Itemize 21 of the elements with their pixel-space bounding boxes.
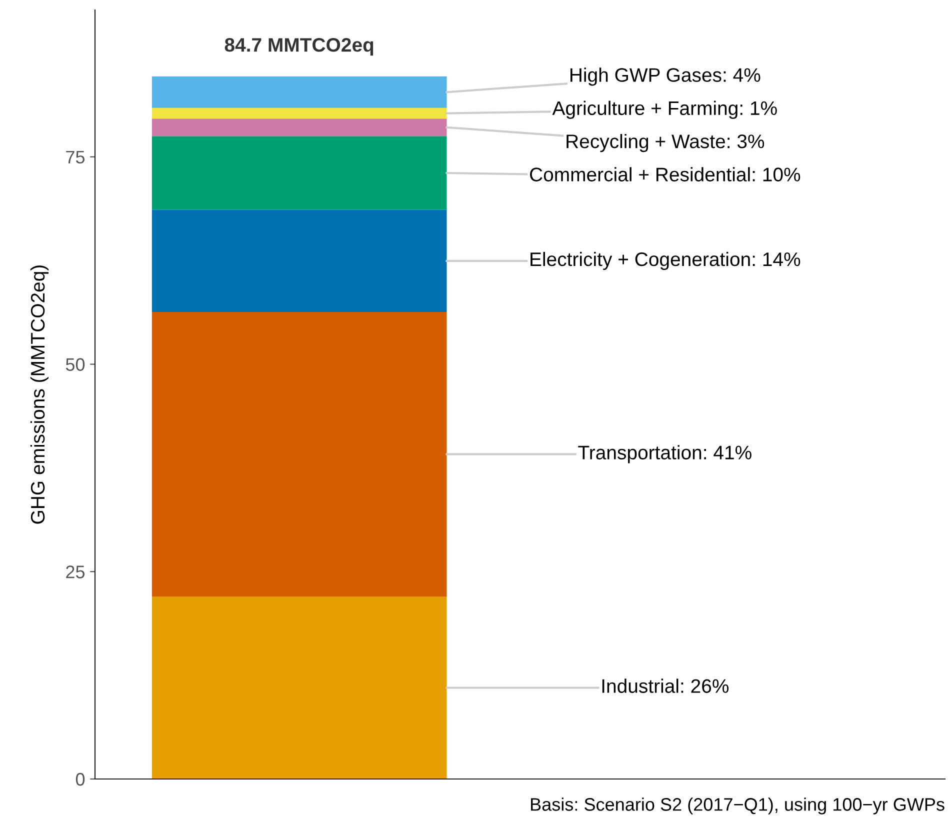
bar bbox=[152, 76, 447, 108]
bar bbox=[152, 210, 447, 312]
bar bbox=[152, 312, 447, 596]
bar bbox=[152, 596, 447, 779]
y-tick-label: 25 bbox=[66, 566, 85, 578]
bar bbox=[152, 136, 447, 210]
text: Transportation: 41% bbox=[578, 445, 752, 464]
text: Industrial: 26% bbox=[602, 678, 729, 693]
bar bbox=[152, 118, 447, 136]
y-tick-label: 50 bbox=[66, 358, 85, 371]
text: Agriculture + Farming: 1% bbox=[552, 100, 777, 119]
text: High GWP Gases: 4% bbox=[570, 68, 760, 86]
text: Basis: Scenario S2 (2017−Q1), using 100−yr GWPs bbox=[531, 798, 944, 814]
y-axis-title: GHG emissions (MMTCO2eq) bbox=[30, 266, 49, 524]
y-tick-label: 75 bbox=[66, 150, 85, 164]
bar bbox=[152, 108, 447, 119]
text: Electricity + Cogeneration: 14% bbox=[530, 252, 800, 270]
total-label: 84.7 MMTCO2eq bbox=[224, 38, 374, 56]
text: Recycling + Waste: 3% bbox=[566, 134, 764, 152]
y-tick-label: 0 bbox=[76, 772, 85, 786]
text: Commercial + Residential: 10% bbox=[530, 167, 800, 182]
